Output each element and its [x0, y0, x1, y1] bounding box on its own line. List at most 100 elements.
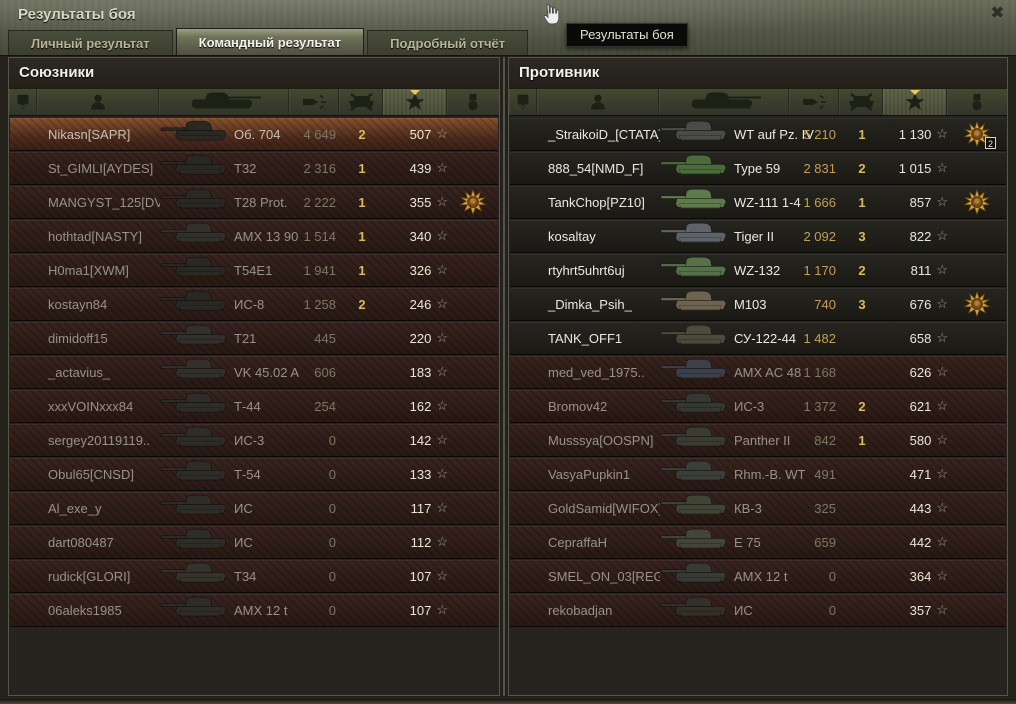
table-row[interactable]: MANGYST_125[DVTL] T28 Prot. 2 222 1 355 … [10, 186, 498, 218]
xp-value: 246 [409, 296, 432, 312]
clan-column-header[interactable] [509, 89, 537, 115]
tank-icon [160, 287, 234, 317]
table-row[interactable]: SMEL_ON_03[REG03] AMX 12 t 0 364 ☆ [510, 560, 1006, 592]
star-icon: ☆ [936, 500, 948, 515]
tank-column-header[interactable] [159, 89, 289, 115]
table-row[interactable]: H0ma1[XWM] T54E1 1 941 1 326 ☆ [10, 254, 498, 286]
tab-detailed-report[interactable]: Подробный отчёт [367, 30, 529, 55]
medal-cell [948, 325, 1006, 351]
medal-cell [448, 121, 498, 147]
xp-cell: 107 ☆ [384, 568, 448, 584]
vehicle-name: СУ-122-44 [734, 330, 797, 346]
tank-column-header[interactable] [659, 89, 789, 115]
star-icon: ☆ [436, 160, 448, 175]
table-row[interactable]: Musssya[OOSPN] Panther II 842 1 580 ☆ [510, 424, 1006, 456]
tank-cell: Type 59 [660, 153, 790, 183]
vehicle-name: Т-54 [234, 466, 261, 482]
tank-icon [191, 92, 261, 109]
tank-cell: ИС-3 [660, 391, 790, 421]
xp-star-icon [405, 93, 424, 110]
star-icon: ☆ [436, 364, 448, 379]
tab-team-result[interactable]: Командный результат [175, 28, 365, 55]
medal-cell [948, 529, 1006, 555]
table-row[interactable]: dart080487 ИС 0 112 ☆ [10, 526, 498, 558]
player-name: St_GIMLI[AYDES] [48, 160, 154, 176]
xp-cell: 658 ☆ [884, 330, 948, 346]
table-row[interactable]: TANK_OFF1 СУ-122-44 1 482 658 ☆ [510, 322, 1006, 354]
damage-value: 2 831 [803, 160, 836, 176]
xp-column-header[interactable] [883, 89, 947, 115]
xp-value: 471 [909, 466, 932, 482]
table-row[interactable]: rudick[GLORI] Т34 0 107 ☆ [10, 560, 498, 592]
damage-column-header[interactable] [289, 89, 339, 115]
xp-column-header[interactable] [383, 89, 447, 115]
player-column-header[interactable] [37, 89, 159, 115]
vehicle-name: Т-44 [234, 398, 261, 414]
table-row[interactable]: med_ved_1975.. AMX AC 48 1 168 626 ☆ [510, 356, 1006, 388]
damage-icon [802, 94, 826, 110]
table-row[interactable]: sergey20119119.. ИС-3 0 142 ☆ [10, 424, 498, 456]
xp-value: 183 [409, 364, 432, 380]
table-row[interactable]: kosaltay Tiger II 2 092 3 822 ☆ [510, 220, 1006, 252]
table-row[interactable]: Al_exe_y ИС 0 117 ☆ [10, 492, 498, 524]
table-row[interactable]: St_GIMLI[AYDES] Т32 2 316 1 439 ☆ [10, 152, 498, 184]
xp-cell: 142 ☆ [384, 432, 448, 448]
medal-column-header[interactable] [947, 89, 1007, 115]
player-icon [90, 94, 105, 110]
player-column-header[interactable] [537, 89, 659, 115]
table-row[interactable]: _actavius_ VK 45.02 A 606 183 ☆ [10, 356, 498, 388]
frags-column-header[interactable] [839, 89, 883, 115]
damage-column-header[interactable] [789, 89, 839, 115]
table-row[interactable]: 06aleks1985 AMX 12 t 0 107 ☆ [10, 594, 498, 626]
table-row[interactable]: _StraikoiD_[CTATA] WT auf Pz. IV 5 210 1… [510, 118, 1006, 150]
table-row[interactable]: GoldSamid[WIFOX] КВ-3 325 443 ☆ [510, 492, 1006, 524]
xp-value: 822 [909, 228, 932, 244]
xp-cell: 621 ☆ [884, 398, 948, 414]
table-row[interactable]: xxxVOINxxx84 Т-44 254 162 ☆ [10, 390, 498, 422]
frags-column-header[interactable] [339, 89, 383, 115]
medal-column-header[interactable] [447, 89, 499, 115]
table-row[interactable]: rekobadjan ИС 0 357 ☆ [510, 594, 1006, 626]
tank-cell: WZ-111 1-4 [660, 187, 801, 217]
damage-value: 0 [828, 602, 836, 618]
clan-column-header[interactable] [9, 89, 37, 115]
table-row[interactable]: VasyaPupkin1 Rhm.-B. WT 491 471 ☆ [510, 458, 1006, 490]
xp-cell: 117 ☆ [384, 500, 448, 516]
frags-value: 1 [358, 262, 366, 278]
star-icon: ☆ [436, 568, 448, 583]
vehicle-name: WZ-111 1-4 [734, 194, 801, 210]
damage-value: 5 210 [803, 126, 836, 142]
player-name: VasyaPupkin1 [548, 466, 631, 482]
table-row[interactable]: Bromov42 ИС-3 1 372 2 621 ☆ [510, 390, 1006, 422]
table-row[interactable]: kostayn84 ИС-8 1 258 2 246 ☆ [10, 288, 498, 320]
table-row[interactable]: 888_54[NMD_F] Type 59 2 831 2 1 015 ☆ [510, 152, 1006, 184]
medal-cell [448, 155, 498, 181]
star-icon: ☆ [436, 602, 448, 617]
xp-cell: 220 ☆ [384, 330, 448, 346]
star-icon: ☆ [436, 296, 448, 311]
medal-cell [448, 325, 498, 351]
table-row[interactable]: Nikasn[SAPR] Об. 704 4 649 2 507 ☆ [10, 118, 498, 150]
table-row[interactable]: Obul65[CNSD] Т-54 0 133 ☆ [10, 458, 498, 490]
frags-value: 2 [858, 398, 866, 414]
star-icon: ☆ [436, 228, 448, 243]
xp-cell: 676 ☆ [884, 296, 948, 312]
tank-cell: КВ-3 [660, 493, 790, 523]
sort-desc-icon [909, 90, 920, 95]
vehicle-name: VK 45.02 A [234, 364, 300, 380]
tab-personal-result[interactable]: Личный результат [8, 30, 173, 55]
table-row[interactable]: rtyhrt5uhrt6uj WZ-132 1 170 2 811 ☆ [510, 254, 1006, 286]
player-name: rtyhrt5uhrt6uj [548, 262, 625, 278]
tank-icon [660, 219, 734, 249]
tank-icon [660, 593, 734, 623]
medal-cell [448, 461, 498, 487]
table-row[interactable]: dimidoff15 Т21 445 220 ☆ [10, 322, 498, 354]
close-icon[interactable]: ✖ [990, 5, 1004, 22]
medal-cell [448, 359, 498, 385]
table-row[interactable]: CepraffaH Е 75 659 442 ☆ [510, 526, 1006, 558]
table-row[interactable]: _Dimka_Psih_ M103 740 3 676 ☆ [510, 288, 1006, 320]
damage-value: 1 372 [803, 398, 836, 414]
table-row[interactable]: hothtad[NASTY] AMX 13 90 1 514 1 340 ☆ [10, 220, 498, 252]
medal-cell: 2 [948, 120, 1006, 149]
table-row[interactable]: TankChop[PZ10] WZ-111 1-4 1 666 1 857 ☆ [510, 186, 1006, 218]
